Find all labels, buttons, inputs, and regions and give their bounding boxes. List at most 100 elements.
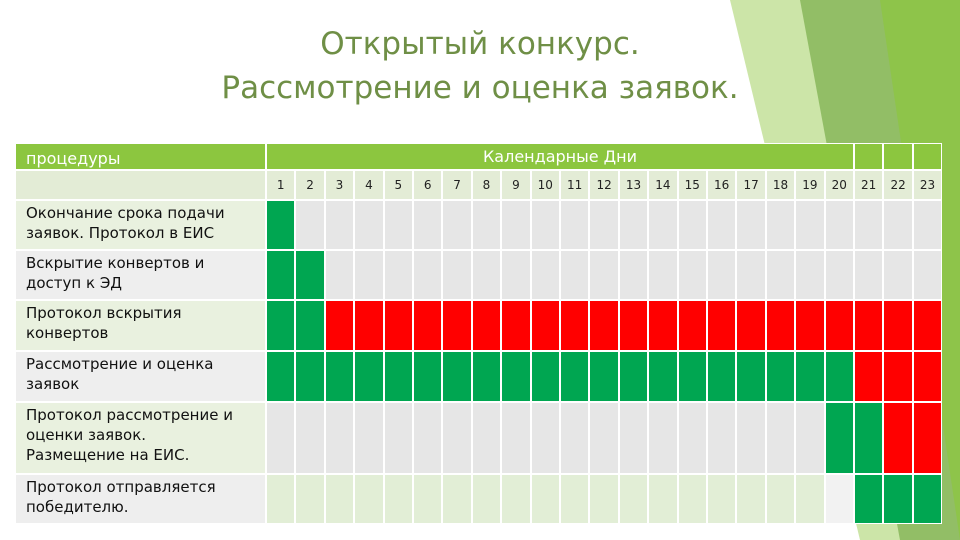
day-cell xyxy=(266,300,296,351)
day-cell xyxy=(736,300,766,351)
day-cell xyxy=(883,250,913,300)
row-label-line: конвертов xyxy=(26,324,109,342)
header-cell: процедуры xyxy=(15,143,266,170)
row-label-line: оценки заявок. xyxy=(26,426,147,444)
day-cell xyxy=(413,300,443,351)
day-cell xyxy=(442,351,472,402)
day-cell xyxy=(883,300,913,351)
header-cell: Календарные Дни xyxy=(266,143,854,170)
day-cell xyxy=(501,351,531,402)
row-label-line: Вскрытие конвертов и xyxy=(26,254,205,272)
day-cell xyxy=(765,402,796,474)
day-cell xyxy=(560,250,590,300)
day-cell xyxy=(383,300,413,351)
day-cell xyxy=(471,300,502,351)
row-label-line: победителю. xyxy=(26,498,129,516)
title-line: Рассмотрение и оценка заявок. xyxy=(221,70,739,106)
day-cell xyxy=(530,200,560,250)
day-cell xyxy=(765,250,796,300)
day-cell xyxy=(324,351,355,402)
day-cell xyxy=(471,402,502,474)
day-cell xyxy=(266,474,296,524)
day-cell xyxy=(589,250,619,300)
day-cell xyxy=(854,474,884,524)
day-cell xyxy=(677,402,707,474)
day-cell xyxy=(912,200,943,250)
day-cell xyxy=(471,250,502,300)
day-number: 19 xyxy=(795,170,825,200)
row-label-line: Протокол отправляется xyxy=(26,478,216,496)
day-cell xyxy=(736,351,766,402)
day-number: 3 xyxy=(324,170,355,200)
day-cell xyxy=(912,474,943,524)
day-cell xyxy=(324,474,355,524)
day-number: 15 xyxy=(677,170,707,200)
day-cell xyxy=(560,351,590,402)
day-number: 5 xyxy=(383,170,413,200)
day-cell xyxy=(707,300,737,351)
day-cell xyxy=(589,402,619,474)
day-cell xyxy=(354,402,384,474)
day-cell xyxy=(266,351,296,402)
day-cell xyxy=(324,300,355,351)
day-cell xyxy=(442,300,472,351)
day-cell xyxy=(560,200,590,250)
day-cell xyxy=(736,474,766,524)
day-cell xyxy=(501,250,531,300)
day-cell xyxy=(648,300,678,351)
day-cell xyxy=(589,200,619,250)
day-cell xyxy=(560,474,590,524)
row-label: Протокол вскрытия конвертов xyxy=(15,300,266,351)
row-label-line: Протокол вскрытия xyxy=(26,304,182,322)
day-cell xyxy=(824,200,854,250)
day-cell xyxy=(824,474,854,524)
day-cell xyxy=(295,200,325,250)
row-label-line: Протокол рассмотрение и xyxy=(26,406,233,424)
day-cell xyxy=(501,200,531,250)
day-cell xyxy=(795,250,825,300)
day-cell xyxy=(883,200,913,250)
day-cell xyxy=(618,300,649,351)
day-cell xyxy=(707,351,737,402)
day-cell xyxy=(912,250,943,300)
day-cell xyxy=(854,250,884,300)
day-cell xyxy=(354,351,384,402)
day-row-cell xyxy=(15,170,266,200)
day-cell xyxy=(295,474,325,524)
day-cell xyxy=(530,351,560,402)
day-cell xyxy=(530,474,560,524)
day-cell xyxy=(795,200,825,250)
day-cell xyxy=(765,351,796,402)
day-number: 16 xyxy=(707,170,737,200)
day-cell xyxy=(618,351,649,402)
day-number: 7 xyxy=(442,170,472,200)
day-number: 17 xyxy=(736,170,766,200)
day-cell xyxy=(854,351,884,402)
day-cell xyxy=(442,474,472,524)
day-number: 9 xyxy=(501,170,531,200)
day-cell xyxy=(677,300,707,351)
day-cell xyxy=(383,474,413,524)
day-cell xyxy=(560,300,590,351)
day-cell xyxy=(383,250,413,300)
day-number: 8 xyxy=(471,170,502,200)
day-cell xyxy=(589,300,619,351)
day-cell xyxy=(795,474,825,524)
row-label-line: заявок xyxy=(26,375,80,393)
row-label: Вскрытие конвертов и доступ к ЭД xyxy=(15,250,266,300)
day-cell xyxy=(530,250,560,300)
day-cell xyxy=(677,200,707,250)
day-number: 12 xyxy=(589,170,619,200)
day-cell xyxy=(324,402,355,474)
header-cell xyxy=(883,143,913,170)
day-cell xyxy=(707,250,737,300)
day-cell xyxy=(765,474,796,524)
day-cell xyxy=(736,402,766,474)
day-cell xyxy=(471,474,502,524)
day-cell xyxy=(648,351,678,402)
day-cell xyxy=(707,200,737,250)
day-cell xyxy=(442,402,472,474)
day-cell xyxy=(413,474,443,524)
